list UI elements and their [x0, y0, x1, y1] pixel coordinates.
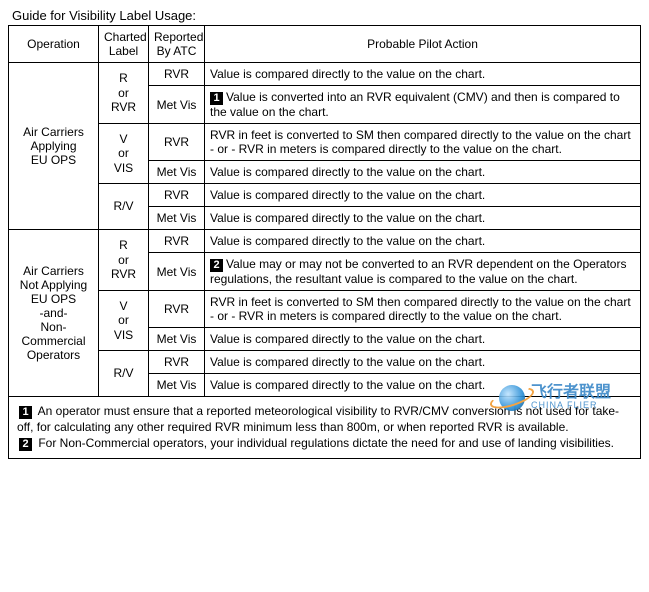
reported-atc-cell: RVR	[149, 184, 205, 207]
pilot-action-text: Value is compared directly to the value …	[210, 234, 485, 248]
notes-cell: 1 An operator must ensure that a reporte…	[9, 397, 641, 459]
pilot-action-text: RVR in feet is converted to SM then comp…	[210, 128, 631, 156]
pilot-action-text: RVR in feet is converted to SM then comp…	[210, 295, 631, 323]
pilot-action-text: Value is compared directly to the value …	[210, 165, 485, 179]
table-body: Air Carriers Applying EU OPSR or RVRRVRV…	[9, 63, 641, 397]
pilot-action-cell: Value is compared directly to the value …	[205, 207, 641, 230]
pilot-action-text: Value is compared directly to the value …	[210, 211, 485, 225]
page-title: Guide for Visibility Label Usage:	[12, 8, 641, 23]
operation-cell: Air Carriers Not Applying EU OPS -and- N…	[9, 230, 99, 397]
reported-atc-cell: Met Vis	[149, 161, 205, 184]
charted-label-cell: R or RVR	[99, 63, 149, 124]
pilot-action-cell: Value is compared directly to the value …	[205, 161, 641, 184]
reported-atc-cell: Met Vis	[149, 253, 205, 291]
reported-atc-cell: RVR	[149, 124, 205, 161]
pilot-action-cell: 2Value may or may not be converted to an…	[205, 253, 641, 291]
note-marker-icon: 1	[210, 92, 223, 105]
header-action: Probable Pilot Action	[205, 26, 641, 63]
reported-atc-cell: Met Vis	[149, 328, 205, 351]
note-text: An operator must ensure that a reported …	[17, 404, 619, 434]
pilot-action-cell: Value is compared directly to the value …	[205, 63, 641, 86]
pilot-action-cell: Value is compared directly to the value …	[205, 230, 641, 253]
pilot-action-text: Value may or may not be converted to an …	[210, 257, 626, 286]
pilot-action-cell: 1Value is converted into an RVR equivale…	[205, 86, 641, 124]
charted-label-cell: R/V	[99, 184, 149, 230]
charted-label-cell: V or VIS	[99, 124, 149, 184]
pilot-action-text: Value is compared directly to the value …	[210, 378, 485, 392]
header-operation: Operation	[9, 26, 99, 63]
charted-label-cell: V or VIS	[99, 291, 149, 351]
page-container: Guide for Visibility Label Usage: Operat…	[8, 8, 641, 459]
pilot-action-text: Value is compared directly to the value …	[210, 355, 485, 369]
reported-atc-cell: Met Vis	[149, 86, 205, 124]
pilot-action-cell: Value is compared directly to the value …	[205, 374, 641, 397]
reported-atc-cell: Met Vis	[149, 374, 205, 397]
charted-label-cell: R/V	[99, 351, 149, 397]
visibility-guide-table: Operation Charted Label Reported By ATC …	[8, 25, 641, 459]
pilot-action-text: Value is compared directly to the value …	[210, 188, 485, 202]
table-row: Air Carriers Applying EU OPSR or RVRRVRV…	[9, 63, 641, 86]
pilot-action-text: Value is compared directly to the value …	[210, 332, 485, 346]
reported-atc-cell: RVR	[149, 351, 205, 374]
pilot-action-cell: Value is compared directly to the value …	[205, 351, 641, 374]
header-reported: Reported By ATC	[149, 26, 205, 63]
note-marker-icon: 2	[19, 438, 32, 451]
charted-label-cell: R or RVR	[99, 230, 149, 291]
operation-cell: Air Carriers Applying EU OPS	[9, 63, 99, 230]
note-marker-icon: 2	[210, 259, 223, 272]
header-row: Operation Charted Label Reported By ATC …	[9, 26, 641, 63]
reported-atc-cell: Met Vis	[149, 207, 205, 230]
table-row: R/VRVRValue is compared directly to the …	[9, 351, 641, 374]
reported-atc-cell: RVR	[149, 63, 205, 86]
pilot-action-cell: RVR in feet is converted to SM then comp…	[205, 124, 641, 161]
table-row: Air Carriers Not Applying EU OPS -and- N…	[9, 230, 641, 253]
note-line: 1 An operator must ensure that a reporte…	[17, 403, 632, 435]
pilot-action-cell: Value is compared directly to the value …	[205, 184, 641, 207]
pilot-action-text: Value is compared directly to the value …	[210, 67, 485, 81]
pilot-action-cell: RVR in feet is converted to SM then comp…	[205, 291, 641, 328]
table-row: V or VISRVRRVR in feet is converted to S…	[9, 291, 641, 328]
note-line: 2 For Non-Commercial operators, your ind…	[17, 435, 632, 451]
table-row: V or VISRVRRVR in feet is converted to S…	[9, 124, 641, 161]
reported-atc-cell: RVR	[149, 291, 205, 328]
note-text: For Non-Commercial operators, your indiv…	[35, 436, 614, 450]
pilot-action-cell: Value is compared directly to the value …	[205, 328, 641, 351]
header-charted: Charted Label	[99, 26, 149, 63]
reported-atc-cell: RVR	[149, 230, 205, 253]
note-marker-icon: 1	[19, 406, 32, 419]
table-row: R/VRVRValue is compared directly to the …	[9, 184, 641, 207]
pilot-action-text: Value is converted into an RVR equivalen…	[210, 90, 620, 119]
notes-row: 1 An operator must ensure that a reporte…	[9, 397, 641, 459]
